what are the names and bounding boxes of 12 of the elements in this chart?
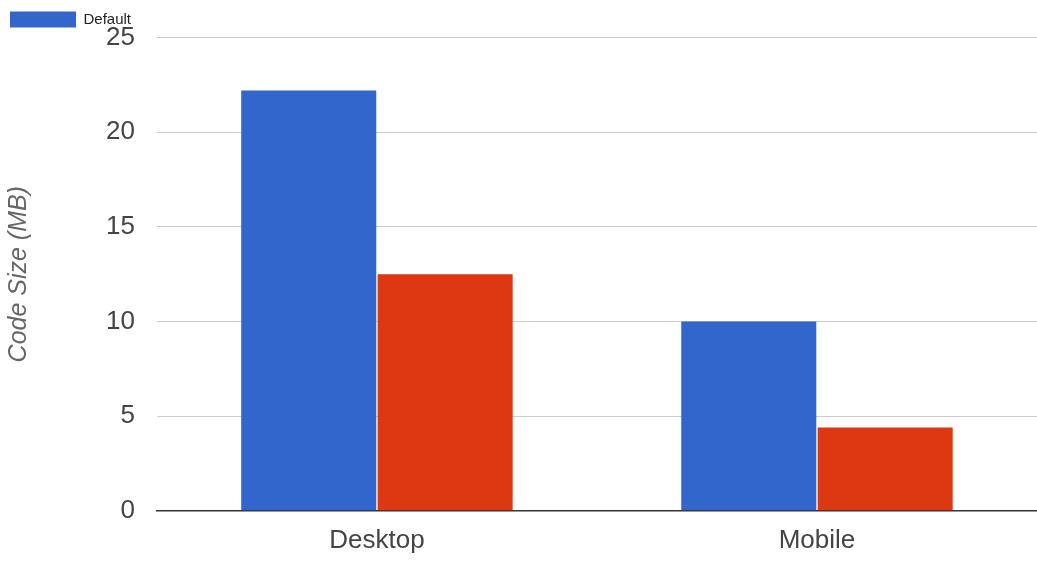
x-tick-label: Mobile (778, 523, 856, 554)
x-tick-label: Desktop (329, 523, 425, 554)
y-tick-label: 5 (120, 399, 135, 430)
y-tick-label: 0 (120, 493, 135, 524)
y-axis-title: Code Size (MB) (2, 185, 31, 363)
y-tick-label: 10 (106, 304, 135, 335)
bar (241, 90, 377, 511)
bar (681, 321, 817, 511)
bar (817, 427, 953, 511)
y-tick-label: 20 (106, 115, 135, 146)
y-tick-label: 15 (106, 210, 135, 241)
bar (377, 274, 513, 511)
